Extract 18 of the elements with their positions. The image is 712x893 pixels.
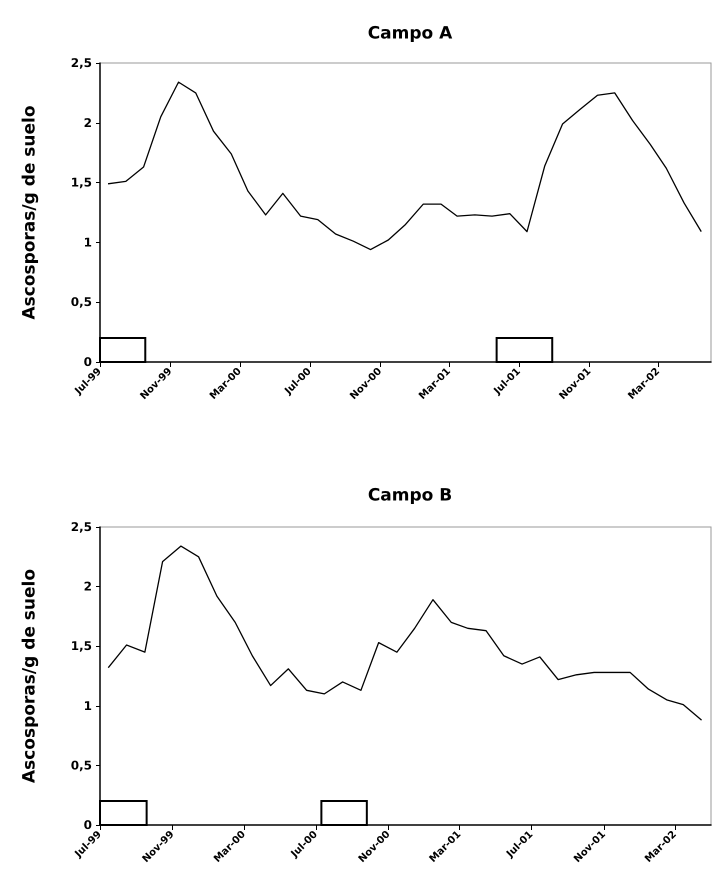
y-tick-label: 0,5 (70, 295, 92, 310)
line-series (107, 81, 702, 250)
y-tick-label: 2 (84, 580, 92, 594)
y-tick-label: 0,5 (70, 758, 92, 772)
y-tick-label: 1 (84, 235, 92, 250)
line-series (108, 545, 702, 721)
y-tick-label: 1,5 (70, 639, 92, 654)
y-tick-label: 2 (84, 116, 92, 130)
chart-title: Campo B (368, 486, 452, 506)
y-axis-title: Ascosporas/g de suelo (20, 105, 40, 320)
chart-title: Campo A (368, 24, 454, 44)
y-tick-label: 2,5 (70, 520, 92, 534)
y-tick-label: 1 (84, 698, 92, 713)
y-tick-label: 0 (84, 355, 92, 369)
y-axis-title: Ascosporas/g de suelo (20, 568, 40, 784)
y-tick-label: 0 (84, 818, 92, 832)
y-tick-label: 1,5 (70, 176, 92, 190)
y-tick-label: 2,5 (70, 56, 92, 70)
